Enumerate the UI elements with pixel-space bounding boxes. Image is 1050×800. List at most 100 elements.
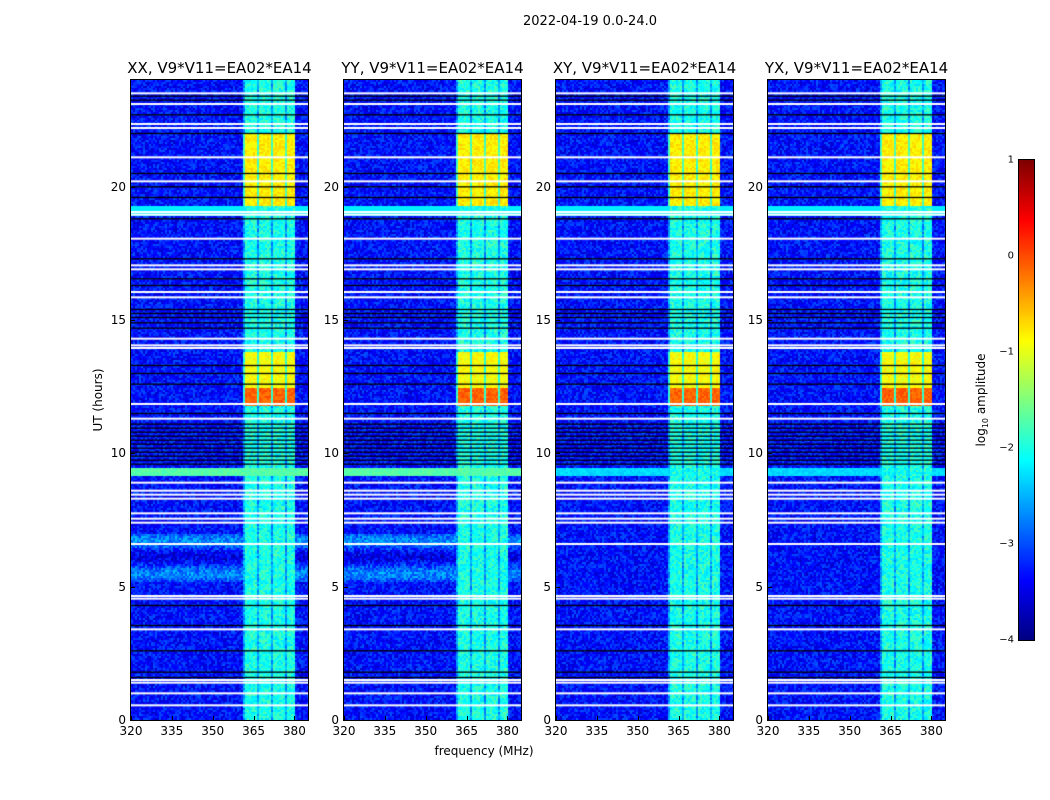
x-tick-label: 365 xyxy=(455,724,478,738)
colorbar-label-log: log xyxy=(973,428,988,447)
panel-title-xx: XX, V9*V11=EA02*EA14 xyxy=(127,59,312,77)
y-tick-mark xyxy=(344,320,348,321)
heatmap-image xyxy=(768,80,945,720)
colorbar-label-rest: amplitude xyxy=(973,353,988,418)
x-tick-mark xyxy=(768,716,769,720)
x-tick-label: 365 xyxy=(242,724,265,738)
x-tick-label: 380 xyxy=(707,724,731,738)
x-tick-label: 380 xyxy=(495,724,519,738)
x-tick-mark xyxy=(253,716,255,720)
y-tick-mark xyxy=(556,320,560,321)
y-tick-label: 0 xyxy=(543,713,551,727)
colorbar-tick-label: 1 xyxy=(1007,154,1014,166)
colorbar-label-sub: 10 xyxy=(981,417,991,429)
y-tick-mark xyxy=(131,720,135,721)
heatmap-panel-yy xyxy=(343,79,522,721)
colorbar-tick-label: −1 xyxy=(999,346,1014,358)
x-tick-mark xyxy=(171,716,173,720)
x-tick-label: 380 xyxy=(919,724,943,738)
y-tick-label: 20 xyxy=(110,179,126,194)
x-tick-label: 365 xyxy=(667,724,690,738)
x-tick-label: 350 xyxy=(838,724,862,738)
y-tick-mark xyxy=(768,586,772,588)
x-tick-mark xyxy=(507,716,509,720)
x-tick-label: 335 xyxy=(373,724,397,738)
x-tick-label: 350 xyxy=(201,724,225,738)
x-tick-mark xyxy=(466,716,468,720)
y-tick-mark xyxy=(344,453,348,455)
x-tick-mark xyxy=(294,716,296,720)
x-tick-mark xyxy=(719,716,721,720)
heatmap-image xyxy=(344,80,521,720)
y-tick-mark xyxy=(556,453,560,455)
y-tick-label: 10 xyxy=(110,446,126,461)
y-tick-mark xyxy=(768,453,772,455)
y-tick-label: 15 xyxy=(323,313,339,327)
y-tick-label: 5 xyxy=(331,579,339,594)
y-tick-mark xyxy=(131,586,135,588)
y-tick-mark xyxy=(768,186,772,188)
heatmap-image xyxy=(131,80,308,720)
x-tick-mark xyxy=(808,716,810,720)
y-tick-label: 0 xyxy=(118,713,126,727)
x-tick-label: 350 xyxy=(414,724,438,738)
heatmap-panel-yx xyxy=(767,79,946,721)
y-tick-mark xyxy=(768,720,772,721)
y-axis-label: UT (hours) xyxy=(91,368,105,432)
x-tick-mark xyxy=(212,716,214,720)
x-tick-label: 335 xyxy=(585,724,609,738)
colorbar-tick-label: −2 xyxy=(999,442,1014,454)
x-tick-mark xyxy=(931,716,933,720)
y-tick-label: 20 xyxy=(323,179,339,194)
y-tick-label: 20 xyxy=(747,179,763,194)
y-tick-label: 15 xyxy=(110,313,126,327)
x-tick-mark xyxy=(637,716,639,720)
panel-title-yy: YY, V9*V11=EA02*EA14 xyxy=(341,59,524,77)
x-tick-label: 350 xyxy=(626,724,650,738)
x-tick-label: 320 xyxy=(544,724,568,738)
x-tick-mark xyxy=(131,716,132,720)
x-tick-mark xyxy=(678,716,680,720)
heatmap-image xyxy=(556,80,733,720)
y-tick-label: 10 xyxy=(747,446,763,461)
x-tick-label: 320 xyxy=(119,724,143,738)
figure-title: 2022-04-19 0.0-24.0 xyxy=(523,14,657,29)
y-tick-mark xyxy=(131,453,135,455)
x-tick-label: 380 xyxy=(282,724,306,738)
y-tick-mark xyxy=(344,186,348,188)
x-tick-mark xyxy=(890,716,892,720)
x-tick-mark xyxy=(344,716,345,720)
y-tick-label: 0 xyxy=(755,713,763,727)
x-tick-mark xyxy=(596,716,598,720)
y-tick-label: 5 xyxy=(755,579,763,594)
y-tick-label: 15 xyxy=(747,313,763,327)
y-tick-mark xyxy=(556,586,560,588)
y-tick-label: 15 xyxy=(535,313,551,327)
x-tick-mark xyxy=(425,716,427,720)
x-tick-label: 365 xyxy=(879,724,902,738)
colorbar-tick-label: 0 xyxy=(1007,250,1014,262)
y-tick-mark xyxy=(556,186,560,188)
y-tick-mark xyxy=(131,320,135,321)
colorbar xyxy=(1018,159,1035,641)
y-tick-label: 10 xyxy=(323,446,339,461)
panel-title-xy: XY, V9*V11=EA02*EA14 xyxy=(552,59,737,77)
heatmap-panel-xy xyxy=(555,79,734,721)
x-tick-label: 320 xyxy=(756,724,780,738)
y-tick-label: 5 xyxy=(118,579,126,594)
heatmap-panel-xx xyxy=(130,79,309,721)
y-tick-label: 20 xyxy=(535,179,551,194)
y-tick-mark xyxy=(768,320,772,321)
colorbar-gradient xyxy=(1019,160,1034,640)
x-tick-mark xyxy=(384,716,386,720)
x-tick-mark xyxy=(849,716,851,720)
y-tick-mark xyxy=(131,186,135,188)
colorbar-label: log10 amplitude xyxy=(974,354,990,447)
y-tick-label: 10 xyxy=(535,446,551,461)
panel-title-yx: YX, V9*V11=EA02*EA14 xyxy=(764,59,949,77)
x-tick-label: 335 xyxy=(160,724,184,738)
x-axis-label: frequency (MHz) xyxy=(434,744,534,758)
y-tick-mark xyxy=(344,720,348,721)
y-tick-label: 0 xyxy=(331,713,339,727)
y-tick-mark xyxy=(344,586,348,588)
